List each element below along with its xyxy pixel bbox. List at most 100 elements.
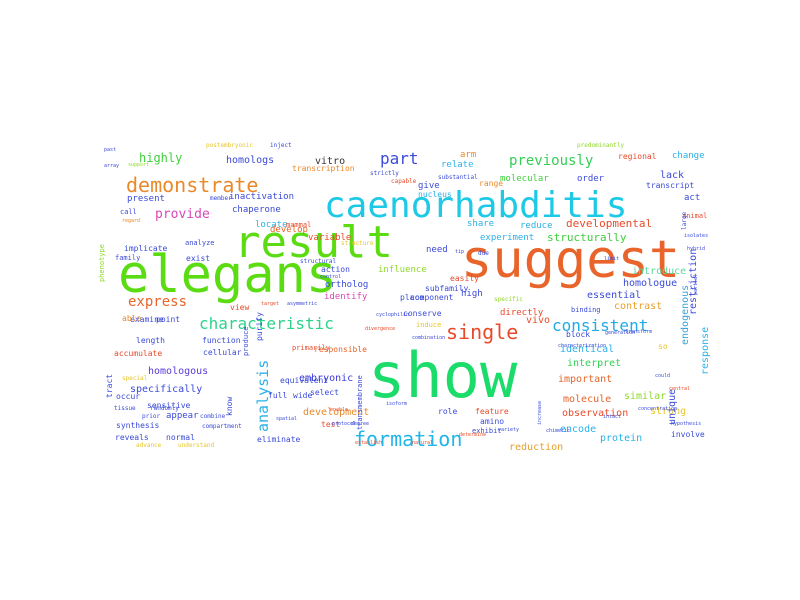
word-binding: binding (571, 306, 601, 314)
word-past: past (104, 147, 116, 153)
word-isoform: isoform (386, 401, 407, 407)
word-express: express (128, 294, 187, 310)
word-could: could (655, 373, 670, 379)
word-postembryonic: postembryonic (206, 142, 253, 149)
word-length: length (136, 336, 165, 345)
word-subfamily: subfamily (425, 284, 469, 293)
word-produce: produce (242, 326, 250, 356)
word-vitro: vitro (315, 156, 345, 167)
word-feature: feature (475, 407, 509, 416)
word-result: result (234, 217, 393, 268)
word-component: component (410, 293, 454, 302)
word-interpret: interpret (567, 358, 621, 369)
word-phenotype: phenotype (98, 244, 106, 282)
word-experiment: experiment (480, 233, 534, 243)
word-select: select (310, 388, 339, 397)
word-exhibit: exhibit (472, 427, 502, 435)
word-demonstrate: demonstrate (126, 173, 258, 197)
word-transcript: transcript (646, 181, 694, 190)
word-reveals: reveals (115, 433, 149, 442)
word-give: give (418, 181, 440, 191)
word-normal: normal (166, 433, 195, 442)
word-tract: tract (105, 374, 114, 398)
word-establish: establish (355, 440, 382, 446)
word-occur: occur (116, 392, 140, 401)
word-asymmetric: asymmetric (287, 301, 317, 307)
word-specifically: specifically (130, 384, 202, 395)
word-consistent: consistent (552, 316, 648, 335)
word-tissue: tissue (114, 405, 136, 412)
word-limit: limit (604, 256, 619, 262)
word-change: change (672, 151, 705, 161)
word-member: member (210, 195, 232, 202)
word-so: so (658, 342, 668, 351)
word-natural: natural (412, 440, 433, 446)
word-due: due (478, 250, 489, 257)
word-structurally: structurally (547, 231, 627, 244)
word-need: need (426, 245, 448, 255)
word-large: large (681, 212, 688, 230)
word-isolates: isolates (684, 233, 708, 239)
word-similar: similar (624, 391, 666, 402)
word-target: target (261, 301, 279, 307)
word-homologs: homologs (226, 155, 274, 166)
word-vivo: vivo (526, 315, 550, 326)
word-equivalent: equivalent (280, 376, 328, 385)
word-eliminate: eliminate (257, 435, 301, 444)
word-intact: intact (603, 414, 621, 420)
word-appear: appear (166, 411, 199, 421)
word-partial: partial (693, 274, 699, 295)
word-protocol: protocol (332, 421, 356, 427)
word-easily: easily (450, 274, 479, 283)
word-share: share (467, 219, 494, 229)
word-show: show (368, 339, 518, 412)
word-induce: induce (416, 321, 441, 329)
word-tip: tip (455, 249, 464, 255)
word-inactivation: inactivation (229, 192, 294, 202)
word-understand: understand (178, 442, 215, 449)
word-examine: examine (130, 315, 164, 324)
word-chaperone: chaperone (232, 205, 281, 215)
word-observation: observation (562, 408, 628, 419)
word-central: central (669, 386, 690, 392)
word-accumulate: accumulate (114, 349, 162, 358)
word-call: call (120, 208, 137, 216)
word-transmembrane: transmembrane (356, 375, 364, 430)
word-variable: variable (308, 233, 351, 243)
word-control: control (320, 274, 341, 280)
word-suggest: suggest (461, 230, 680, 290)
word-prior: prior (142, 413, 160, 420)
word-animal: animal (682, 212, 707, 220)
word-know: know (225, 397, 234, 416)
word-developmental: developmental (566, 217, 652, 230)
word-variety: variety (498, 427, 519, 433)
word-view: view (230, 303, 249, 312)
word-range: range (479, 179, 503, 188)
word-compartment: compartment (202, 423, 242, 430)
word-able: able (122, 314, 141, 323)
word-homologue: homologue (623, 278, 677, 289)
word-place: place (400, 293, 424, 302)
word-exist: exist (186, 254, 210, 263)
word-synthesis: synthesis (116, 421, 160, 430)
word-regional: regional (618, 152, 657, 161)
word-cyclophilin: cyclophilin (376, 312, 409, 318)
word-degree: degree (351, 421, 369, 427)
word-homologous: homologous (148, 366, 208, 377)
word-structure: structure (341, 240, 374, 247)
word-contrast: contrast (614, 301, 662, 312)
word-predominantly: predominantly (577, 142, 624, 149)
word-special: special (122, 375, 148, 382)
word-specific: specific (494, 296, 523, 303)
word-structural: structural (300, 258, 337, 265)
word-primarily: primarily (292, 344, 330, 352)
word-directly: directly (500, 308, 544, 318)
word-cellular: cellular (203, 348, 242, 357)
word-wide: wide (293, 391, 312, 400)
word-determine: determine (459, 432, 486, 438)
word-part: part (380, 149, 419, 168)
word-action: action (321, 265, 350, 274)
word-transcription: transcription (292, 164, 355, 173)
word-chimeric: chimeric (546, 428, 570, 434)
